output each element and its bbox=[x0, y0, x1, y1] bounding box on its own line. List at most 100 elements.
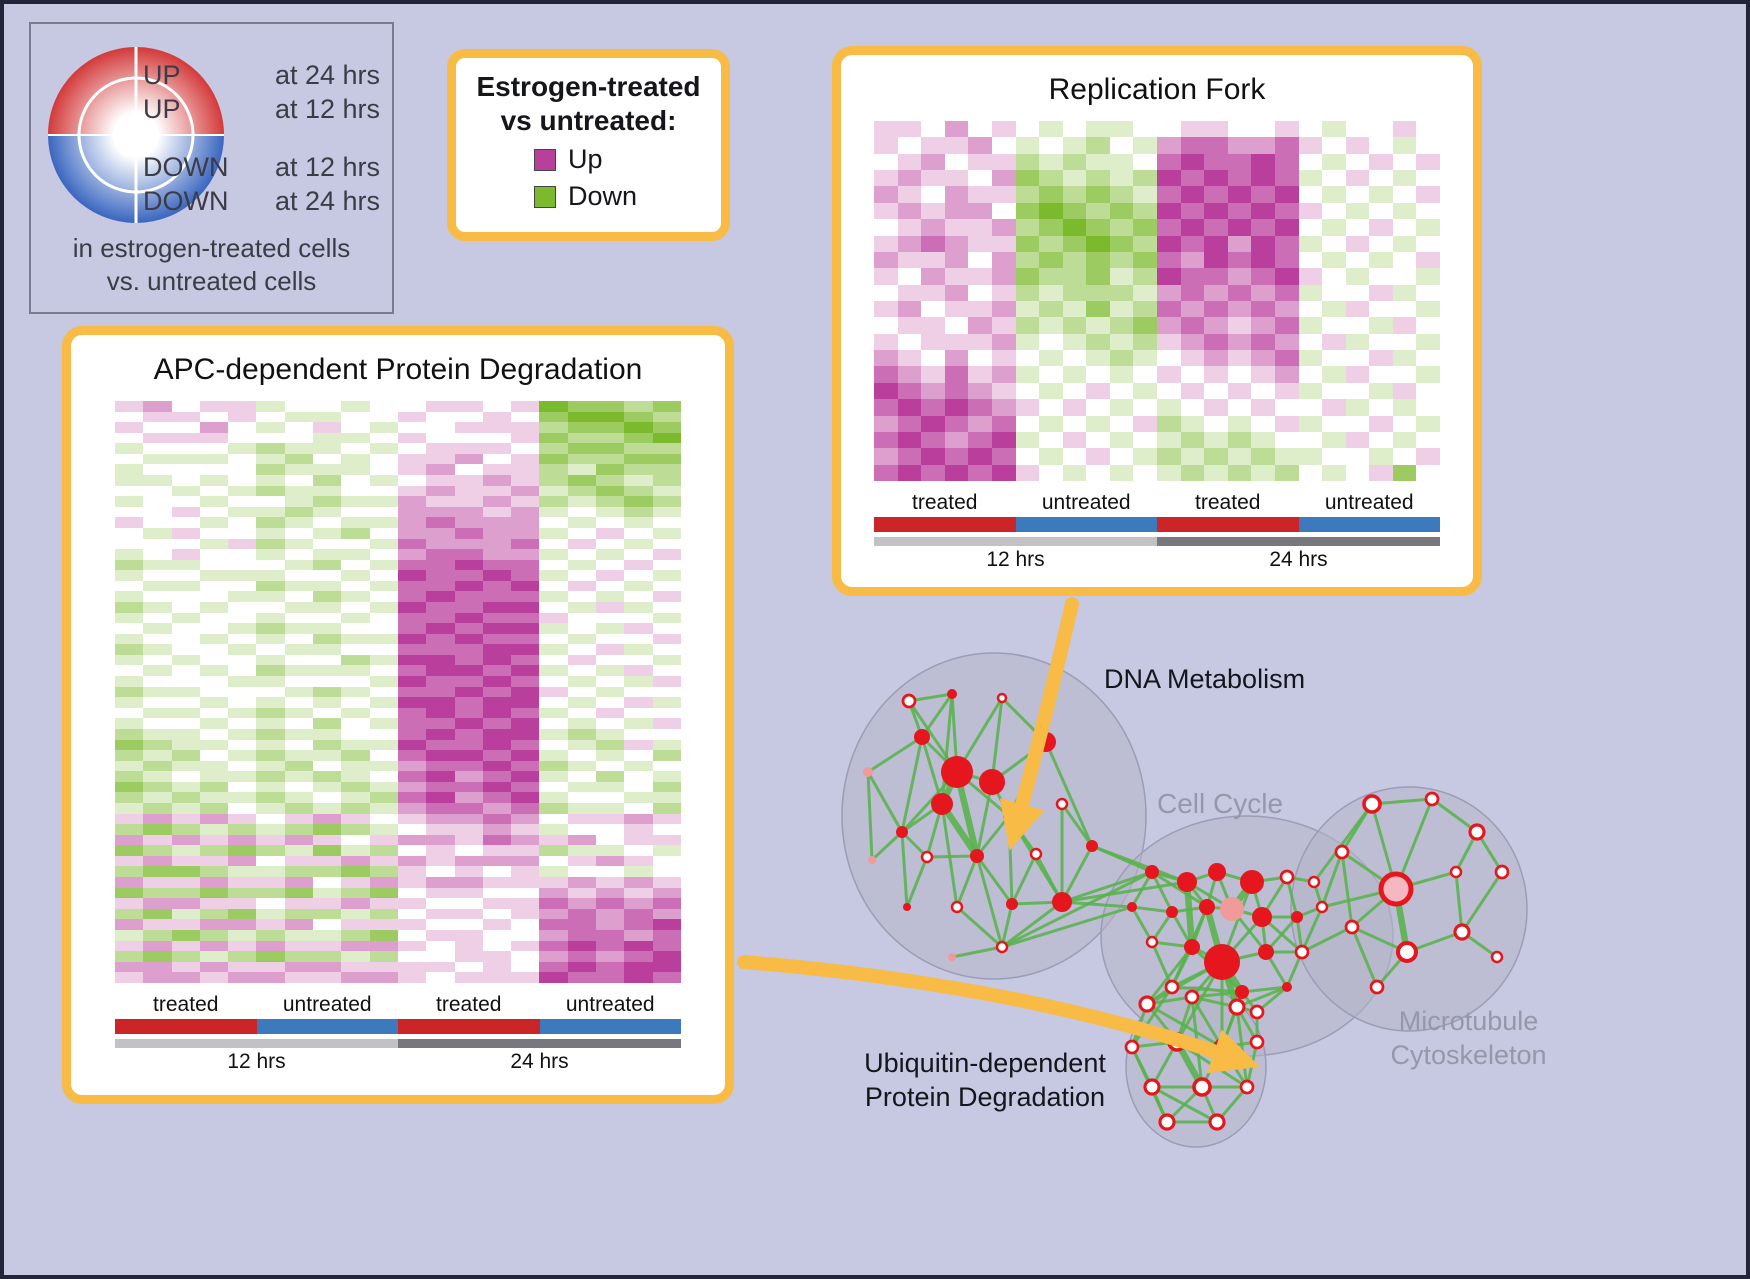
heatmap-cell bbox=[313, 623, 342, 634]
heatmap-cell bbox=[1204, 251, 1228, 269]
network-edge bbox=[1130, 1046, 1169, 1123]
heatmap-cell bbox=[968, 251, 992, 269]
heatmap-cell bbox=[426, 750, 455, 761]
heatmap-cell bbox=[341, 517, 370, 528]
heatmap-cell bbox=[313, 453, 342, 465]
network-edge bbox=[1250, 881, 1264, 918]
network-edge bbox=[1200, 1046, 1224, 1088]
heatmap-cell bbox=[1133, 137, 1157, 154]
cluster-ellipse bbox=[841, 652, 1147, 980]
heatmap-cell bbox=[874, 415, 898, 432]
heatmap-cell bbox=[454, 728, 483, 740]
heatmap-cell bbox=[313, 887, 342, 899]
heatmap-cell bbox=[511, 834, 540, 846]
heatmap-cell bbox=[228, 898, 257, 909]
heatmap-cell bbox=[256, 802, 285, 814]
heatmap-cell bbox=[1062, 333, 1087, 351]
network-edge bbox=[900, 736, 924, 833]
heatmap-cell bbox=[397, 644, 427, 655]
network-edge bbox=[1010, 853, 1038, 905]
heatmap-cell bbox=[1392, 121, 1417, 138]
heatmap-cell bbox=[567, 866, 597, 878]
heatmap-cell bbox=[567, 665, 597, 677]
heatmap-cell bbox=[567, 559, 597, 571]
heatmap-cell bbox=[567, 792, 597, 803]
heatmap-cell bbox=[624, 855, 653, 867]
heatmap-cell bbox=[369, 591, 398, 602]
heatmap-cell bbox=[454, 411, 483, 423]
heatmap-cell bbox=[539, 866, 568, 878]
heatmap-cell bbox=[115, 570, 144, 581]
heatmap-cell bbox=[256, 559, 285, 571]
heatmap-cell bbox=[115, 432, 144, 444]
heatmap-cell bbox=[397, 908, 427, 920]
heatmap-cell bbox=[228, 623, 257, 634]
heatmap-cell bbox=[944, 268, 969, 285]
heatmap-cell bbox=[115, 813, 144, 825]
heatmap-cell bbox=[313, 401, 342, 412]
heatmap-cell bbox=[1345, 170, 1370, 187]
heatmap-cell bbox=[426, 676, 455, 687]
apc-axis: treated untreated treated untreated 12 h… bbox=[115, 993, 681, 1074]
heatmap-cell bbox=[539, 623, 568, 634]
heatmap-cell bbox=[539, 432, 568, 444]
heatmap-cell bbox=[482, 908, 512, 920]
network-node bbox=[1395, 940, 1419, 964]
heatmap-cell bbox=[143, 834, 172, 846]
heatmap-cell bbox=[944, 202, 969, 220]
heatmap-cell bbox=[596, 496, 625, 507]
heatmap-cell bbox=[143, 612, 172, 624]
heatmap-cell bbox=[1369, 268, 1393, 285]
heatmap-cell bbox=[1109, 366, 1134, 383]
heatmap-cell bbox=[284, 728, 314, 740]
heatmap-cell bbox=[1157, 202, 1181, 220]
heatmap-cell bbox=[1369, 350, 1393, 367]
heatmap-cell bbox=[897, 219, 922, 236]
heatmap-cell bbox=[171, 919, 200, 931]
heatmap-cell bbox=[968, 464, 992, 481]
heatmap-cell bbox=[1180, 317, 1205, 334]
heatmap-cell bbox=[115, 654, 144, 666]
heatmap-cell bbox=[284, 771, 314, 782]
heatmap-cell bbox=[1227, 431, 1252, 449]
heatmap-cell bbox=[652, 496, 681, 507]
network-node bbox=[903, 903, 911, 911]
heatmap-cell bbox=[1109, 268, 1134, 285]
untreated-label: untreated bbox=[565, 993, 655, 1016]
heatmap-cell bbox=[1157, 366, 1181, 383]
heatmap-cell bbox=[426, 443, 455, 454]
heatmap-cell bbox=[199, 549, 229, 560]
heatmap-cell bbox=[199, 422, 229, 433]
heatmap-cell bbox=[228, 601, 257, 613]
heatmap-cell bbox=[567, 506, 597, 518]
heatmap-cell bbox=[256, 432, 285, 444]
heatmap-cell bbox=[341, 750, 370, 761]
heatmap-cell bbox=[426, 760, 455, 772]
heatmap-cell bbox=[1086, 121, 1110, 138]
heatmap-cell bbox=[539, 506, 568, 518]
heatmap-cell bbox=[284, 877, 314, 888]
heatmap-cell bbox=[313, 813, 342, 825]
heatmap-cell bbox=[991, 366, 1016, 383]
key-item-down: Down bbox=[534, 181, 721, 212]
heatmap-cell bbox=[426, 496, 455, 507]
heatmap-cell bbox=[228, 485, 257, 497]
heatmap-cell bbox=[482, 464, 512, 476]
heatmap-cell bbox=[284, 930, 314, 941]
heatmap-cell bbox=[652, 930, 681, 941]
heatmap-cell bbox=[397, 485, 427, 497]
heatmap-cell bbox=[369, 623, 398, 634]
heatmap-cell bbox=[968, 268, 992, 285]
heatmap-cell bbox=[284, 570, 314, 581]
heatmap-cell bbox=[482, 877, 512, 888]
heatmap-cell bbox=[199, 623, 229, 634]
heatmap-cell bbox=[1157, 448, 1181, 465]
heatmap-cell bbox=[313, 538, 342, 550]
heatmap-cell bbox=[454, 549, 483, 560]
heatmap-cell bbox=[284, 813, 314, 825]
heatmap-cell bbox=[1086, 186, 1110, 203]
heatmap-cell bbox=[539, 855, 568, 867]
heatmap-cell bbox=[228, 432, 257, 444]
heatmap-cell bbox=[624, 771, 653, 782]
heatmap-cell bbox=[1086, 399, 1110, 416]
